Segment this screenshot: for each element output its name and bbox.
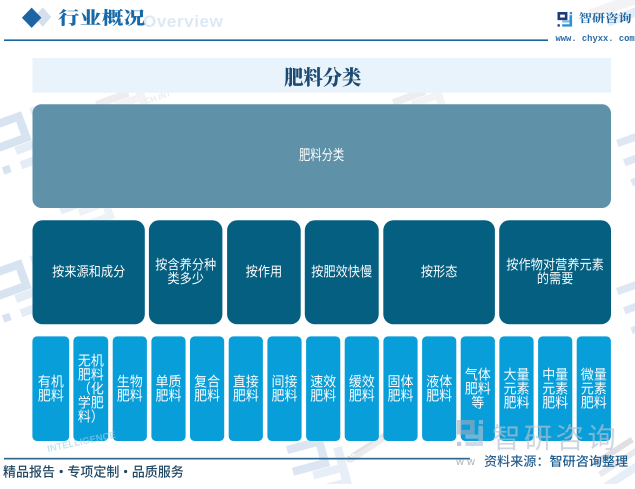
svg-text:Overview: Overview	[143, 12, 224, 31]
svg-text:www. chyxx. com: www. chyxx. com	[556, 34, 635, 44]
svg-text:w w: w w	[455, 456, 475, 468]
